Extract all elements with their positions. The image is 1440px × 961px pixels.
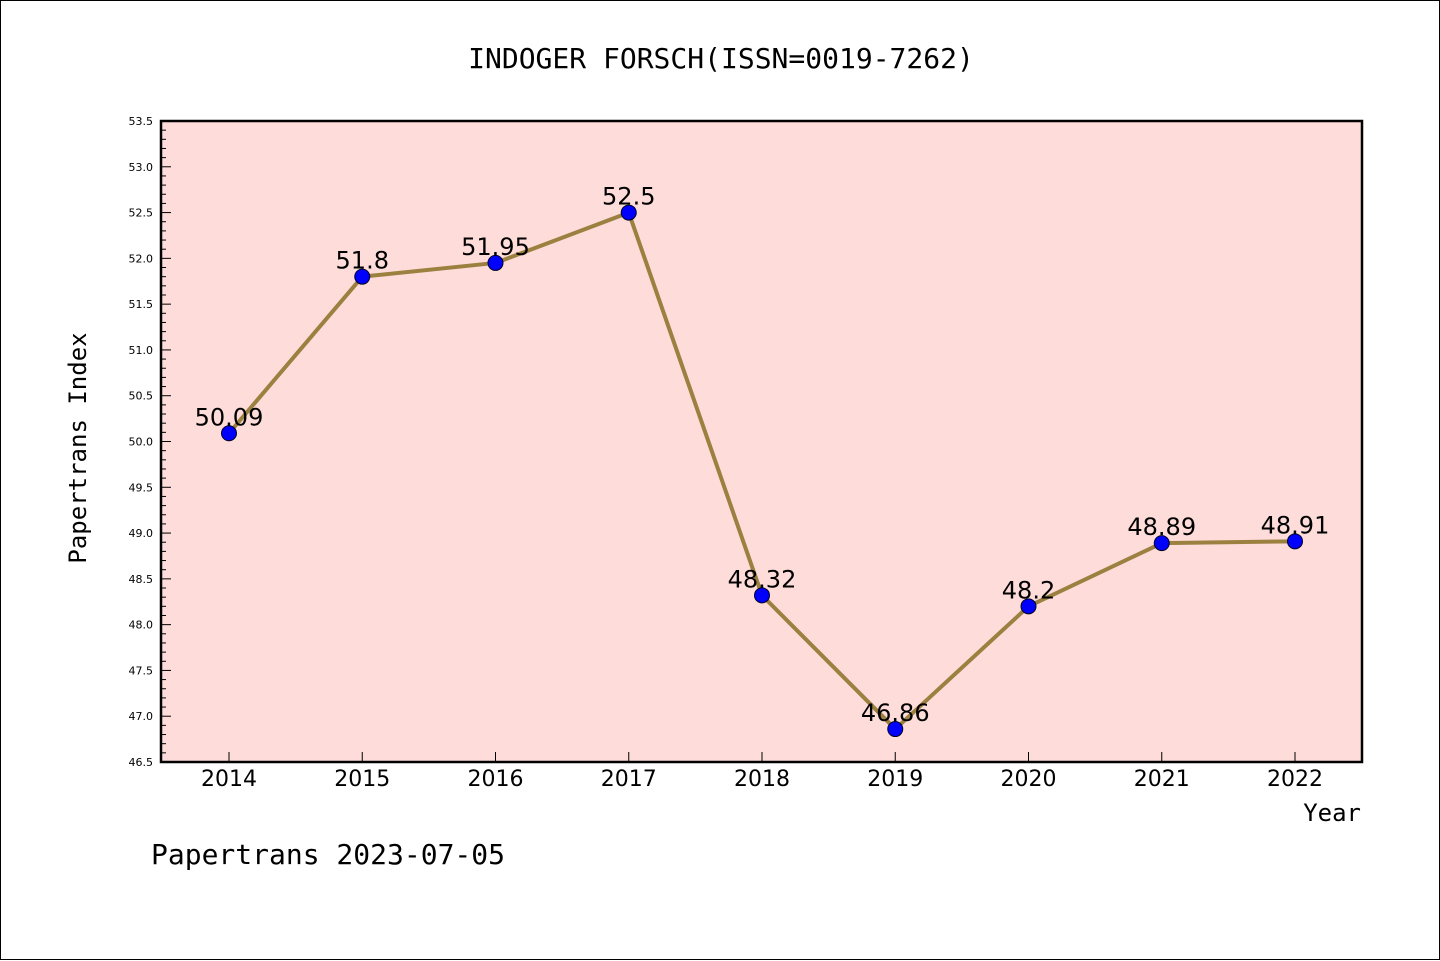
x-tick-label: 2016 — [468, 767, 524, 792]
data-label: 48.2 — [1002, 576, 1055, 604]
y-tick-label: 48.0 — [129, 619, 154, 632]
footer-text: Papertrans 2023-07-05 — [151, 838, 505, 871]
data-label: 48.32 — [728, 565, 797, 593]
data-label: 51.8 — [336, 247, 389, 275]
y-tick-label: 53.0 — [129, 161, 154, 174]
data-point — [354, 268, 371, 285]
data-point — [221, 425, 237, 442]
plot-area — [159, 119, 1364, 764]
x-axis-title: Year — [1303, 799, 1361, 827]
data-label: 48.91 — [1261, 511, 1330, 539]
y-tick-label: 52.5 — [129, 207, 154, 220]
data-point — [1020, 598, 1037, 615]
x-tick-label: 2018 — [734, 767, 790, 792]
data-label: 52.5 — [602, 183, 655, 211]
x-tick-label: 2021 — [1134, 767, 1190, 792]
y-tick-label: 49.5 — [129, 481, 154, 494]
y-tick-label: 48.5 — [129, 573, 154, 586]
data-label: 51.95 — [461, 233, 530, 261]
series-line — [221, 204, 1303, 738]
y-tick-label: 51.5 — [129, 298, 154, 311]
x-tick-label: 2020 — [1001, 767, 1057, 792]
y-tick-label: 53.5 — [129, 115, 154, 128]
y-tick-label: 52.0 — [129, 252, 154, 265]
y-tick-label: 50.5 — [129, 390, 154, 403]
data-point — [1287, 533, 1303, 550]
x-tick-label: 2019 — [867, 767, 923, 792]
data-point — [754, 587, 770, 604]
x-tick-label: 2015 — [334, 767, 390, 792]
data-label: 50.09 — [195, 403, 264, 431]
y-axis-title: Papertrans Index — [64, 332, 92, 563]
data-label: 48.89 — [1127, 513, 1196, 541]
y-tick-label: 51.0 — [129, 344, 154, 357]
x-tick-label: 2014 — [201, 767, 257, 792]
x-tick-label: 2022 — [1267, 767, 1323, 792]
data-point — [620, 204, 637, 221]
y-axis: 46.5 47.0 47.5 48.0 48.5 49.0 49.5 50.0 50.5 51.0… — [129, 115, 171, 769]
y-tick-label: 47.0 — [129, 710, 154, 723]
data-labels: 50.09 51.8 51.95 52.5 48.32 46.86 48.2 48.89 48.… — [195, 183, 1330, 727]
x-tick-label: 2017 — [601, 767, 657, 792]
data-point — [887, 721, 904, 738]
data-point — [487, 254, 504, 271]
y-tick-label: 49.0 — [129, 527, 154, 540]
data-label: 46.86 — [861, 699, 930, 727]
y-tick-label: 46.5 — [129, 756, 154, 769]
y-tick-label: 50.0 — [129, 436, 154, 449]
x-axis: 2014 2015 2016 2017 2018 2019 2020 2021 2022 — [201, 752, 1323, 792]
y-tick-label: 47.5 — [129, 664, 154, 677]
chart-title: INDOGER FORSCH(ISSN=0019-7262) — [468, 42, 974, 75]
data-point — [1153, 535, 1170, 552]
